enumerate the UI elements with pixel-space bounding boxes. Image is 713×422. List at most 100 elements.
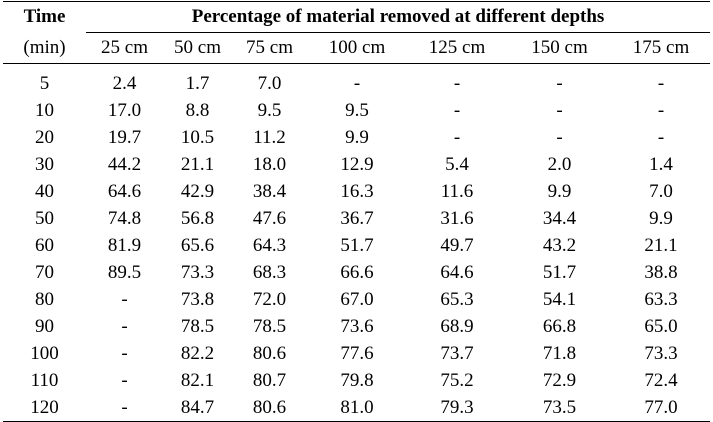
time-cell: 70 bbox=[35, 261, 54, 283]
value-cell: 80.6 bbox=[252, 396, 287, 418]
table-row: 10 17.0 8.8 9.5 9.5 - - - bbox=[3, 97, 710, 124]
value-cell: 63.3 bbox=[644, 288, 678, 310]
depth-header: 25 cm bbox=[101, 37, 148, 58]
value-cell: 19.7 bbox=[107, 126, 142, 148]
value-cell: 1.7 bbox=[185, 72, 210, 94]
value-cell: 66.6 bbox=[340, 261, 374, 283]
value-cell: 89.5 bbox=[107, 261, 142, 283]
value-cell: 81.9 bbox=[107, 234, 142, 256]
value-cell: 54.1 bbox=[542, 288, 577, 310]
value-cell: 72.9 bbox=[542, 369, 577, 391]
value-cell: 78.5 bbox=[180, 315, 215, 337]
table-row: 100 - 82.2 80.6 77.6 73.7 71.8 73.3 bbox=[3, 340, 710, 367]
value-cell: 79.3 bbox=[440, 396, 474, 418]
time-cell: 60 bbox=[35, 234, 54, 256]
depth-header: 50 cm bbox=[174, 37, 221, 58]
time-cell: 5 bbox=[39, 72, 50, 94]
value-cell: - bbox=[453, 99, 461, 121]
value-cell: 38.4 bbox=[252, 180, 287, 202]
value-cell: 17.0 bbox=[107, 99, 142, 121]
value-cell: 9.5 bbox=[257, 99, 282, 121]
group-header: Percentage of material removed at differ… bbox=[86, 1, 711, 33]
value-cell: - bbox=[121, 369, 128, 391]
value-cell: - bbox=[657, 126, 665, 148]
value-cell: 49.7 bbox=[440, 234, 474, 256]
value-cell: - bbox=[121, 315, 128, 337]
table-row: 40 64.6 42.9 38.4 16.3 11.6 9.9 7.0 bbox=[3, 178, 710, 205]
value-cell: - bbox=[353, 72, 361, 94]
value-cell: 38.8 bbox=[644, 261, 678, 283]
value-cell: - bbox=[556, 126, 563, 148]
value-cell: 2.4 bbox=[112, 72, 137, 94]
value-cell: 11.2 bbox=[253, 126, 286, 148]
value-cell: 9.9 bbox=[649, 207, 673, 229]
value-cell: 82.1 bbox=[180, 369, 215, 391]
value-cell: - bbox=[121, 288, 128, 310]
value-cell: 80.6 bbox=[252, 342, 287, 364]
header-row-2: (min) 25 cm 50 cm 75 cm 100 cm 125 cm 15… bbox=[3, 33, 711, 64]
value-cell: 80.7 bbox=[252, 369, 287, 391]
value-cell: 84.7 bbox=[180, 396, 215, 418]
value-cell: 71.8 bbox=[542, 342, 577, 364]
table-row: 80 - 73.8 72.0 67.0 65.3 54.1 63.3 bbox=[3, 286, 710, 313]
time-cell: 80 bbox=[35, 288, 54, 310]
value-cell: - bbox=[453, 126, 461, 148]
value-cell: 8.8 bbox=[185, 99, 210, 121]
value-cell: 65.0 bbox=[644, 315, 678, 337]
value-cell: 51.7 bbox=[340, 234, 374, 256]
value-cell: 31.6 bbox=[440, 207, 474, 229]
value-cell: 73.5 bbox=[542, 396, 577, 418]
table-row: 70 89.5 73.3 68.3 66.6 64.6 51.7 38.8 bbox=[3, 259, 710, 286]
value-cell: 7.0 bbox=[257, 72, 282, 94]
table-body: 5 2.4 1.7 7.0 - - - - 10 17.0 8.8 9.5 9.5 - - - 20 19.7 10… bbox=[3, 64, 711, 422]
value-cell: 44.2 bbox=[107, 153, 142, 175]
value-cell: 78.5 bbox=[252, 315, 287, 337]
value-cell: 74.8 bbox=[107, 207, 142, 229]
value-cell: 65.6 bbox=[180, 234, 215, 256]
value-cell: 73.3 bbox=[180, 261, 215, 283]
value-cell: - bbox=[657, 72, 665, 94]
value-cell: 82.2 bbox=[180, 342, 215, 364]
table-row: 30 44.2 21.1 18.0 12.9 5.4 2.0 1.4 bbox=[3, 151, 710, 178]
depth-header: 75 cm bbox=[246, 37, 293, 58]
depth-header: 175 cm bbox=[632, 37, 690, 58]
time-header: Time bbox=[23, 6, 66, 28]
value-cell: 43.2 bbox=[542, 234, 577, 256]
value-cell: 64.6 bbox=[440, 261, 474, 283]
value-cell: 73.7 bbox=[440, 342, 474, 364]
value-cell: 36.7 bbox=[340, 207, 374, 229]
value-cell: 65.3 bbox=[440, 288, 474, 310]
value-cell: 9.5 bbox=[345, 99, 369, 121]
value-cell: - bbox=[556, 99, 563, 121]
depth-header: 100 cm bbox=[328, 37, 386, 58]
value-cell: 67.0 bbox=[340, 288, 374, 310]
value-cell: - bbox=[453, 72, 461, 94]
value-cell: 10.5 bbox=[180, 126, 215, 148]
table-row: 90 - 78.5 78.5 73.6 68.9 66.8 65.0 bbox=[3, 313, 710, 340]
time-cell: 110 bbox=[30, 369, 59, 391]
time-cell: 20 bbox=[35, 126, 54, 148]
value-cell: 16.3 bbox=[340, 180, 374, 202]
value-cell: 64.3 bbox=[252, 234, 287, 256]
table-row: 50 74.8 56.8 47.6 36.7 31.6 34.4 9.9 bbox=[3, 205, 710, 232]
value-cell: 5.4 bbox=[445, 153, 469, 175]
header-row-1: Time Percentage of material removed at d… bbox=[3, 1, 711, 33]
table-row: 5 2.4 1.7 7.0 - - - - bbox=[3, 64, 710, 98]
time-unit-header: (min) bbox=[23, 36, 66, 58]
value-cell: 77.6 bbox=[340, 342, 374, 364]
value-cell: 68.9 bbox=[440, 315, 474, 337]
time-cell: 10 bbox=[35, 99, 54, 121]
value-cell: 73.6 bbox=[340, 315, 374, 337]
value-cell: 21.1 bbox=[644, 234, 678, 256]
value-cell: 68.3 bbox=[252, 261, 287, 283]
value-cell: 75.2 bbox=[440, 369, 474, 391]
value-cell: 66.8 bbox=[542, 315, 577, 337]
value-cell: 1.4 bbox=[649, 153, 673, 175]
table-row: 60 81.9 65.6 64.3 51.7 49.7 43.2 21.1 bbox=[3, 232, 710, 259]
time-cell: 30 bbox=[35, 153, 54, 175]
value-cell: - bbox=[121, 396, 128, 418]
value-cell: 81.0 bbox=[340, 396, 374, 418]
value-cell: 9.9 bbox=[345, 126, 369, 148]
value-cell: 7.0 bbox=[649, 180, 673, 202]
